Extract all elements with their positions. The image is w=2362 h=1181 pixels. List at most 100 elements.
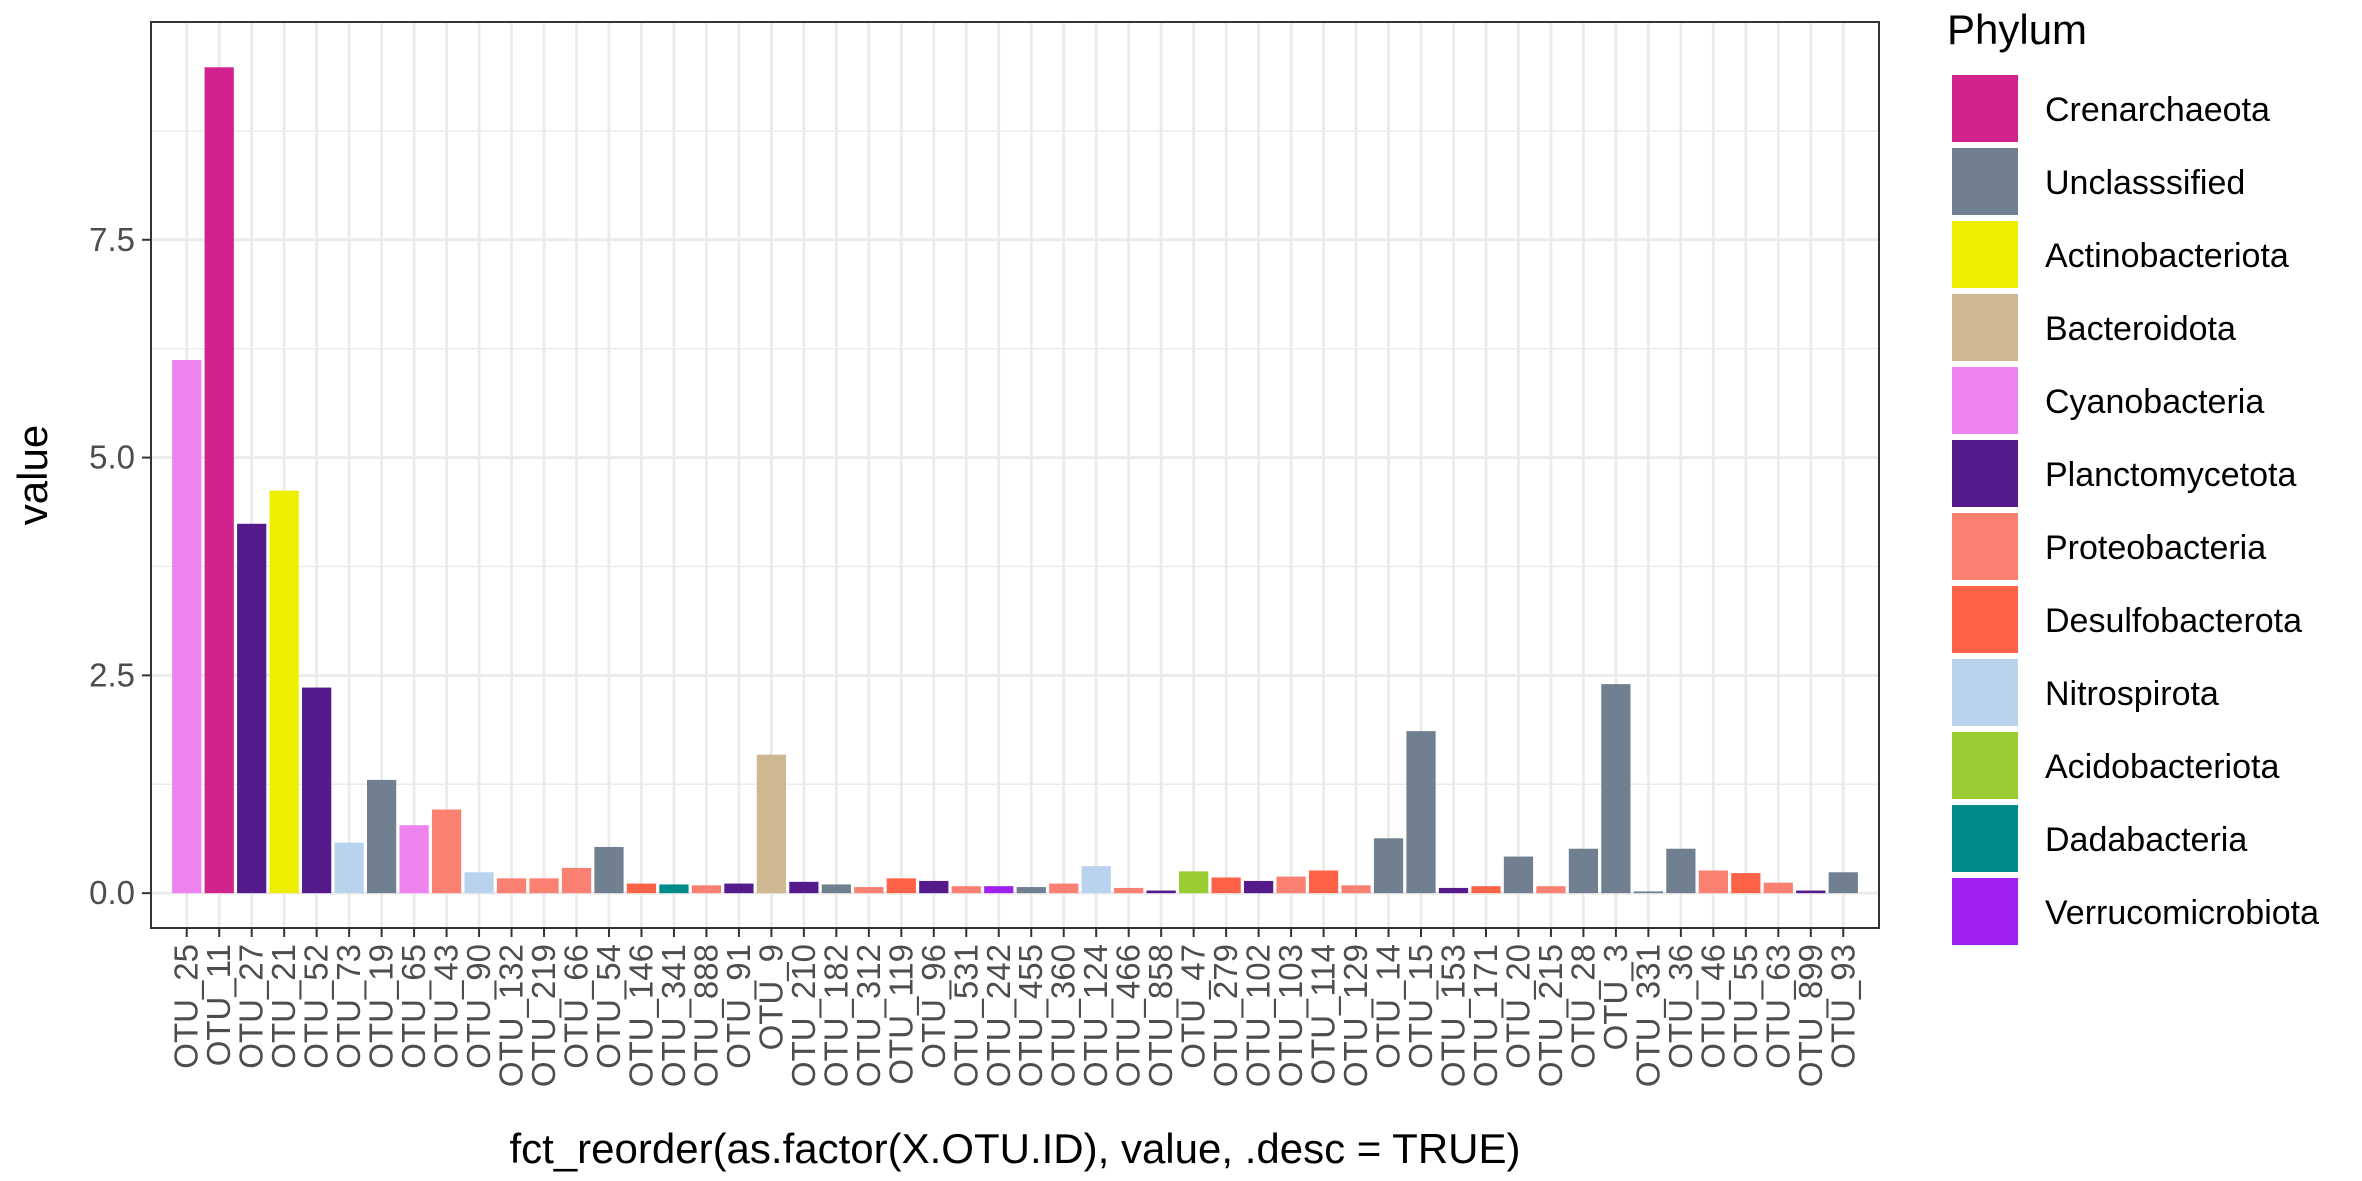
bar-OTU_132 <box>496 878 527 894</box>
bar-OTU_65 <box>399 825 429 894</box>
legend-swatch <box>1952 294 2018 361</box>
legend-label: Acidobacteriota <box>2045 748 2279 786</box>
bar-OTU_888 <box>691 885 722 894</box>
legend-swatch <box>1952 513 2018 580</box>
x-tick-label: OTU_46 <box>1694 944 1731 1069</box>
bar-OTU_55 <box>1731 873 1761 894</box>
x-tick-label: OTU_66 <box>558 944 595 1069</box>
bar-OTU_102 <box>1243 880 1274 894</box>
x-tick-label: OTU_124 <box>1077 944 1114 1087</box>
bar-OTU_215 <box>1536 886 1566 894</box>
x-tick-label: OTU_119 <box>882 944 919 1085</box>
bar-OTU_129 <box>1341 885 1371 894</box>
x-tick-label: OTU_28 <box>1564 944 1601 1069</box>
bar-OTU_341 <box>659 884 689 894</box>
x-tick-label: OTU_341 <box>655 944 692 1087</box>
bars <box>172 67 1858 894</box>
x-tick-label: OTU_146 <box>622 944 659 1087</box>
legend-swatch <box>1952 878 2018 945</box>
legend-label: Crenarchaeota <box>2045 91 2270 129</box>
bar-OTU_119 <box>886 878 916 894</box>
bar-OTU_27 <box>237 523 267 894</box>
x-tick-label: OTU_19 <box>363 944 400 1069</box>
bar-OTU_124 <box>1081 866 1111 894</box>
bar-OTU_91 <box>724 883 754 894</box>
x-tick-label: OTU_43 <box>428 944 465 1069</box>
x-tick-label: OTU_182 <box>817 944 854 1087</box>
x-tick-label: OTU_27 <box>233 944 270 1069</box>
legend-label: Bacteroidota <box>2045 310 2236 348</box>
x-tick-label: OTU_36 <box>1662 944 1699 1069</box>
x-tick-label: OTU_52 <box>298 944 335 1069</box>
bar-OTU_858 <box>1146 890 1176 894</box>
x-tick-label: OTU_153 <box>1434 944 1471 1087</box>
legend-label: Nitrospirota <box>2045 675 2219 713</box>
legend-swatch <box>1952 659 2018 726</box>
x-tick-label: OTU_531 <box>947 944 984 1087</box>
bar-OTU_47 <box>1179 871 1209 894</box>
bar-OTU_279 <box>1211 877 1241 894</box>
y-tick-label: 2.5 <box>89 656 135 693</box>
bar-OTU_455 <box>1016 887 1046 894</box>
x-tick-label: OTU_55 <box>1727 944 1764 1069</box>
x-tick-label: OTU_129 <box>1337 944 1374 1087</box>
x-tick-label: OTU_90 <box>460 944 497 1069</box>
x-tick-label: OTU_331 <box>1629 944 1666 1087</box>
bar-OTU_11 <box>204 67 234 894</box>
legend-label: Planctomycetota <box>2045 456 2296 494</box>
x-tick-label: OTU_65 <box>395 944 432 1069</box>
bar-OTU_52 <box>302 687 332 894</box>
legend-label: Actinobacteriota <box>2045 237 2289 275</box>
bar-OTU_90 <box>464 872 494 894</box>
bar-OTU_9 <box>756 754 787 894</box>
legend: Phylum Crenarchaeota Unclasssified Actinob… <box>1947 6 2319 945</box>
x-axis-title: fct_reorder(as.factor(X.OTU.ID), value, … <box>509 1125 1520 1172</box>
bar-OTU_46 <box>1698 870 1728 894</box>
x-tick-label: OTU_21 <box>265 944 302 1069</box>
legend-label: Unclasssified <box>2045 164 2245 202</box>
bar-OTU_19 <box>367 779 397 894</box>
bar-OTU_36 <box>1666 848 1696 894</box>
bar-OTU_146 <box>626 883 657 894</box>
bar-OTU_73 <box>334 842 364 894</box>
bar-OTU_153 <box>1438 887 1469 894</box>
bar-OTU_331 <box>1633 891 1663 894</box>
bar-OTU_54 <box>594 846 624 894</box>
bar-OTU_93 <box>1828 872 1858 894</box>
x-tick-label: OTU_455 <box>1012 944 1049 1087</box>
x-tick-label: OTU_242 <box>980 944 1017 1087</box>
bar-OTU_28 <box>1568 848 1599 894</box>
x-tick-label: OTU_54 <box>590 944 627 1069</box>
bar-OTU_63 <box>1763 882 1793 894</box>
y-tick-label: 0.0 <box>89 874 135 911</box>
bar-OTU_312 <box>854 887 884 894</box>
x-tick-label: OTU_466 <box>1110 944 1147 1087</box>
x-tick-label: OTU_114 <box>1305 944 1342 1085</box>
legend-title: Phylum <box>1947 6 2087 53</box>
x-tick-label: OTU_102 <box>1240 944 1277 1087</box>
x-tick-label: OTU_11 <box>200 944 237 1066</box>
bar-OTU_3 <box>1601 684 1631 894</box>
bar-OTU_531 <box>951 886 981 894</box>
x-tick-label: OTU_210 <box>785 944 822 1087</box>
x-tick-label: OTU_73 <box>330 944 367 1069</box>
legend-swatch <box>1952 805 2018 872</box>
legend-swatch <box>1952 75 2018 142</box>
x-tick-label: OTU_91 <box>720 944 757 1069</box>
bar-OTU_899 <box>1796 890 1826 894</box>
bar-OTU_66 <box>561 867 592 894</box>
x-tick-label: OTU_14 <box>1370 944 1407 1069</box>
x-tick-label: OTU_219 <box>525 944 562 1087</box>
legend-label: Cyanobacteria <box>2045 383 2264 421</box>
bar-OTU_21 <box>269 490 299 894</box>
x-tick-label: OTU_360 <box>1045 944 1082 1087</box>
panel-border <box>150 21 1880 929</box>
x-tick-label: OTU_9 <box>752 944 789 1050</box>
legend-label: Desulfobacterota <box>2045 602 2302 640</box>
x-tick-label: OTU_103 <box>1272 944 1309 1087</box>
bar-OTU_360 <box>1049 883 1079 894</box>
x-tick-label: OTU_215 <box>1532 944 1569 1087</box>
bar-OTU_171 <box>1471 886 1501 894</box>
legend-swatch <box>1952 367 2018 434</box>
bar-OTU_182 <box>821 884 851 894</box>
